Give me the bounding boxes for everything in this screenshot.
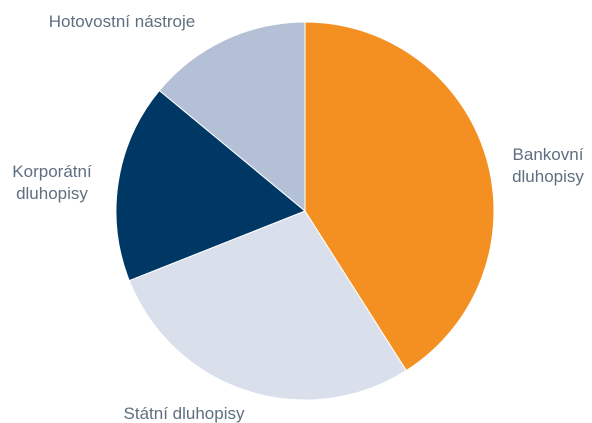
pie-label-line: dluhopisy <box>16 184 88 203</box>
pie-label-bankovni-dluhopisy: Bankovní dluhopisy <box>512 145 584 186</box>
pie-label-line: dluhopisy <box>512 167 584 186</box>
pie-slices <box>116 22 494 400</box>
pie-label-statni-dluhopisy: Státní dluhopisy <box>124 404 245 423</box>
pie-label-line: Bankovní <box>513 145 584 164</box>
pie-label-hotovostni-nastroje: Hotovostní nástroje <box>49 12 195 31</box>
pie-label-line: Korporátní <box>12 162 92 181</box>
pie-label-line: Hotovostní nástroje <box>49 12 195 31</box>
pie-label-line: Státní dluhopisy <box>124 404 245 423</box>
pie-label-korporatni-dluhopisy: Korporátní dluhopisy <box>12 162 92 203</box>
